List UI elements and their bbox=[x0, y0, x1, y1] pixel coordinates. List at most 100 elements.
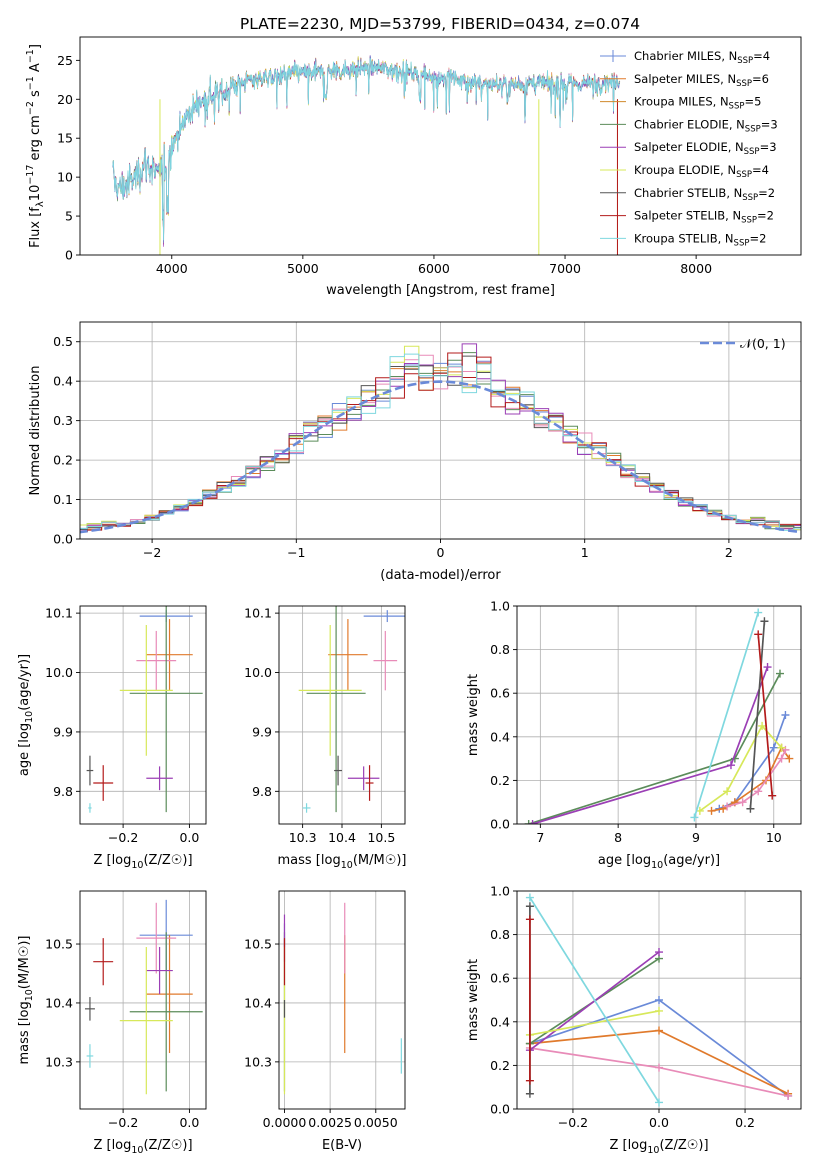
y-tick-label: 9.9 bbox=[252, 724, 272, 739]
legend-subscript: SSP bbox=[741, 216, 757, 226]
y-label-part: λ bbox=[35, 201, 46, 207]
y-tick-label: 1.0 bbox=[490, 884, 510, 899]
weight-marker bbox=[525, 915, 534, 924]
legend-text: =5 bbox=[744, 95, 761, 109]
label-part: Z [ bbox=[93, 1138, 111, 1153]
label-part: log bbox=[112, 1138, 132, 1153]
x-tick-label: 0.2 bbox=[735, 1115, 755, 1130]
x-tick-label: 5000 bbox=[287, 261, 319, 276]
label-part: log bbox=[112, 853, 132, 868]
x-tick-label: 7 bbox=[536, 830, 544, 845]
label-part: (age/yr)] bbox=[17, 654, 32, 711]
axes-mass-vs-Z: −0.2 0.010.310.410.5Z [log10(Z/Z☉)]mass [… bbox=[17, 890, 207, 1156]
y-tick-label: 0.0 bbox=[53, 532, 73, 547]
y-axis-label: mass weight bbox=[466, 959, 481, 1041]
legend-text: Chabrier ELODIE, N bbox=[634, 117, 745, 131]
x-tick-label: 6000 bbox=[418, 261, 450, 276]
weight-marker bbox=[758, 721, 767, 730]
y-tick-label: 0.2 bbox=[490, 1058, 510, 1073]
x-tick-label: 1 bbox=[581, 545, 589, 560]
y-tick-label: 9.8 bbox=[53, 784, 73, 799]
weight-marker bbox=[723, 802, 732, 811]
y-tick-label: 10.4 bbox=[244, 995, 272, 1010]
legend-text: =2 bbox=[758, 186, 775, 200]
label-part: log bbox=[17, 1001, 32, 1021]
legend-text: =3 bbox=[760, 140, 777, 154]
y-axis-label: mass [log10(M/M☉)] bbox=[17, 936, 35, 1065]
x-tick-label: 0.0050 bbox=[354, 1115, 398, 1130]
weight-marker bbox=[655, 1063, 663, 1072]
y-label-part: ] bbox=[28, 44, 43, 49]
weight-marker bbox=[754, 608, 763, 617]
axes-age-vs-Z: −0.2 0.09.89.910.010.1Z [log10(Z/Z☉)]age … bbox=[17, 605, 207, 871]
legend-label: Chabrier ELODIE, NSSP=3 bbox=[634, 117, 778, 134]
legend-subscript: SSP bbox=[745, 124, 761, 134]
y-label-part: −17 bbox=[25, 165, 36, 185]
y-label-part: s bbox=[28, 90, 43, 101]
y-tick-label: 0.8 bbox=[490, 927, 510, 942]
label-subscript: 10 bbox=[24, 711, 35, 723]
weight-marker bbox=[760, 617, 769, 626]
weight-marker bbox=[723, 787, 732, 796]
y-tick-label: 0.4 bbox=[490, 729, 510, 744]
weight-marker bbox=[784, 1091, 793, 1100]
label-subscript: 10 bbox=[131, 860, 143, 871]
legend-text: Salpeter STELIB, N bbox=[634, 209, 741, 223]
x-axis-label: wavelength [Angstrom, rest frame] bbox=[326, 283, 555, 298]
x-tick-label: −2 bbox=[143, 545, 161, 560]
axes-frame bbox=[278, 890, 406, 1110]
label-part: (M/M☉)] bbox=[17, 936, 32, 990]
legend-label: Chabrier MILES, NSSP=4 bbox=[634, 49, 770, 66]
label-part: mass [ bbox=[278, 853, 321, 868]
label-part: (age/yr)] bbox=[663, 853, 720, 868]
label-part: log bbox=[628, 1138, 648, 1153]
x-tick-label: 0.0 bbox=[179, 830, 199, 845]
y-tick-label: 9.9 bbox=[53, 724, 73, 739]
x-tick-label: 0.0 bbox=[649, 1115, 669, 1130]
x-tick-label: −0.2 bbox=[558, 1115, 588, 1130]
y-tick-label: 0.4 bbox=[53, 374, 73, 389]
legend-text: Kroupa ELODIE, N bbox=[634, 163, 736, 177]
weight-marker bbox=[781, 711, 790, 719]
y-tick-label: 0.3 bbox=[53, 413, 73, 428]
legend-subscript: SSP bbox=[734, 238, 750, 248]
x-axis-label: mass [log10(M/M☉)] bbox=[278, 853, 407, 871]
y-tick-label: 15 bbox=[57, 131, 73, 146]
y-tick-label: 25 bbox=[57, 53, 73, 68]
x-tick-label: 10.4 bbox=[328, 830, 356, 845]
x-tick-label: 9 bbox=[692, 830, 700, 845]
y-tick-label: 10.1 bbox=[244, 606, 272, 621]
x-axis-label: age [log10(age/yr)] bbox=[598, 853, 720, 871]
x-tick-label: −0.2 bbox=[108, 1115, 138, 1130]
weight-line bbox=[693, 612, 760, 818]
label-part: age [ bbox=[598, 853, 631, 868]
weight-marker bbox=[726, 761, 735, 770]
plot-area bbox=[525, 893, 793, 1107]
legend-text: Chabrier MILES, N bbox=[634, 49, 737, 63]
plot-area bbox=[298, 606, 405, 813]
legend-label: Salpeter STELIB, NSSP=2 bbox=[634, 209, 774, 226]
x-axis-label: (data-model)/error bbox=[380, 568, 501, 583]
y-tick-label: 10.0 bbox=[244, 665, 272, 680]
plot-area bbox=[524, 608, 794, 824]
label-part: log bbox=[321, 853, 341, 868]
label-part: Z [ bbox=[609, 1138, 627, 1153]
y-tick-label: 9.8 bbox=[252, 784, 272, 799]
spectrum-line bbox=[112, 57, 620, 241]
plot-area bbox=[86, 606, 203, 813]
legend-text: =2 bbox=[749, 231, 766, 245]
weight-marker bbox=[769, 743, 778, 752]
weight-marker bbox=[738, 798, 747, 807]
plot-area bbox=[84, 899, 203, 1095]
y-tick-label: 0.4 bbox=[490, 1014, 510, 1029]
y-tick-label: 0.2 bbox=[490, 773, 510, 788]
weight-marker bbox=[525, 902, 534, 911]
legend-text: Chabrier STELIB, N bbox=[634, 186, 742, 200]
x-tick-label: 0.0025 bbox=[308, 1115, 352, 1130]
axes-age-vs-mass: 10.3 10.4 10.5 9.8 9.9 10.0 10.1 mass [log10(M/… bbox=[244, 605, 407, 871]
axes-frame bbox=[79, 890, 207, 1110]
legend-subscript: SSP bbox=[736, 79, 752, 89]
x-tick-label: 10.5 bbox=[367, 830, 395, 845]
